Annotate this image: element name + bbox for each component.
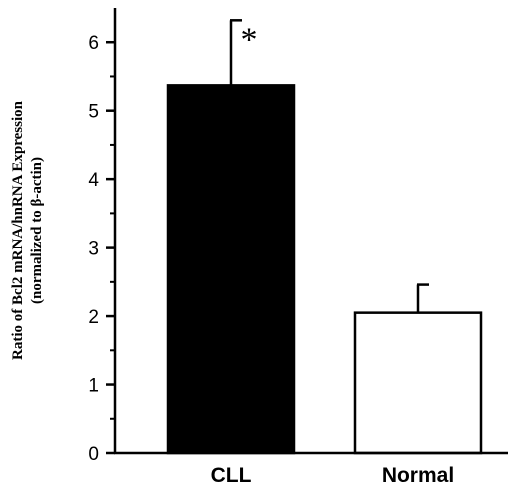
bar-cll [166,84,296,455]
category-labels-group: CLL Normal [211,464,455,487]
annotations-group: * [241,21,258,58]
y-axis-title-line1: Ratio of Bcl2 mRNA/hnRNA Expression [10,100,26,360]
axes-group [113,8,508,455]
y-axis-title-line2: (normalized to β-actin) [29,157,45,304]
error-bars-group [229,19,429,313]
y-tick-label: 1 [88,376,99,397]
bars-group [166,84,483,455]
x-category-label: Normal [382,464,454,487]
y-axis-title-group: Ratio of Bcl2 mRNA/hnRNA Expression (nor… [10,100,45,360]
bar-normal [353,311,483,455]
y-tick-label: 2 [88,307,99,328]
y-tick-label: 0 [88,444,99,465]
significance-asterisk: * [241,21,258,58]
y-tick-label: 3 [88,239,99,260]
y-tick-label: 4 [88,170,99,191]
y-ticks-group: 0 1 2 3 4 5 6 [88,33,115,465]
y-tick-label: 6 [88,33,99,54]
x-category-label: CLL [211,464,252,487]
y-tick-label: 5 [88,102,99,123]
